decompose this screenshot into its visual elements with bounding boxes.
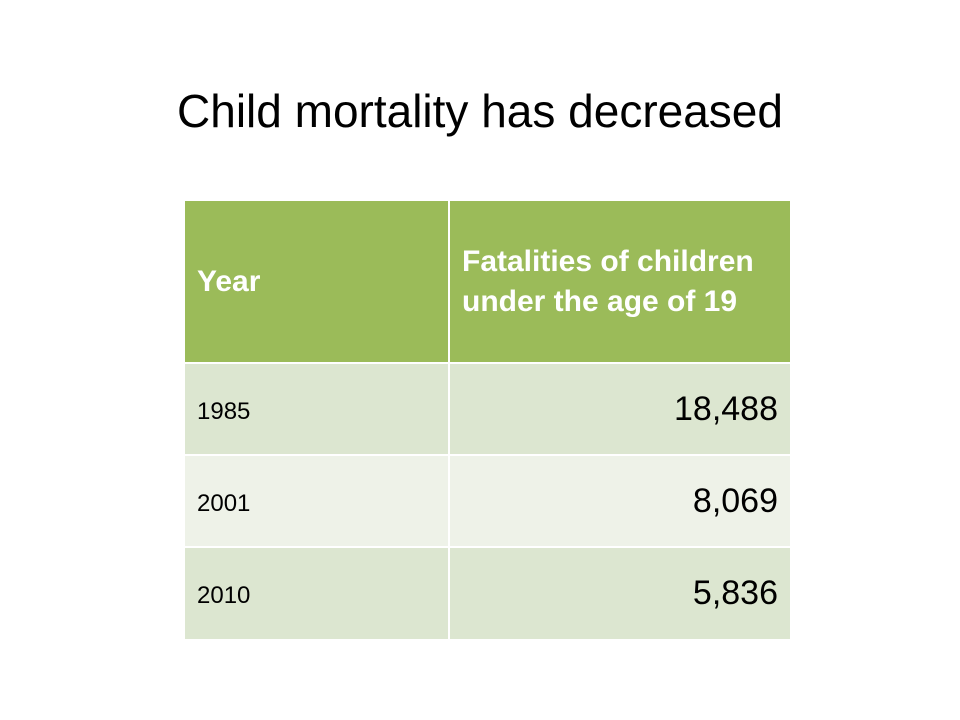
cell-fatalities: 8,069 <box>449 454 790 547</box>
header-year: Year <box>185 201 450 363</box>
cell-fatalities: 5,836 <box>449 546 790 639</box>
header-fatalities: Fatalities of children under the age of … <box>449 201 790 363</box>
cell-year: 1985 <box>185 362 450 455</box>
table-row: 1985 18,488 <box>185 362 790 455</box>
slide-title: Child mortality has decreased <box>177 85 783 137</box>
cell-year: 2010 <box>185 546 450 639</box>
table-row: 2010 5,836 <box>185 546 790 639</box>
table-header-row: Year Fatalities of children under the ag… <box>185 201 790 363</box>
fatalities-table: Year Fatalities of children under the ag… <box>185 201 790 639</box>
table-row: 2001 8,069 <box>185 454 790 547</box>
cell-fatalities: 18,488 <box>449 362 790 455</box>
cell-year: 2001 <box>185 454 450 547</box>
